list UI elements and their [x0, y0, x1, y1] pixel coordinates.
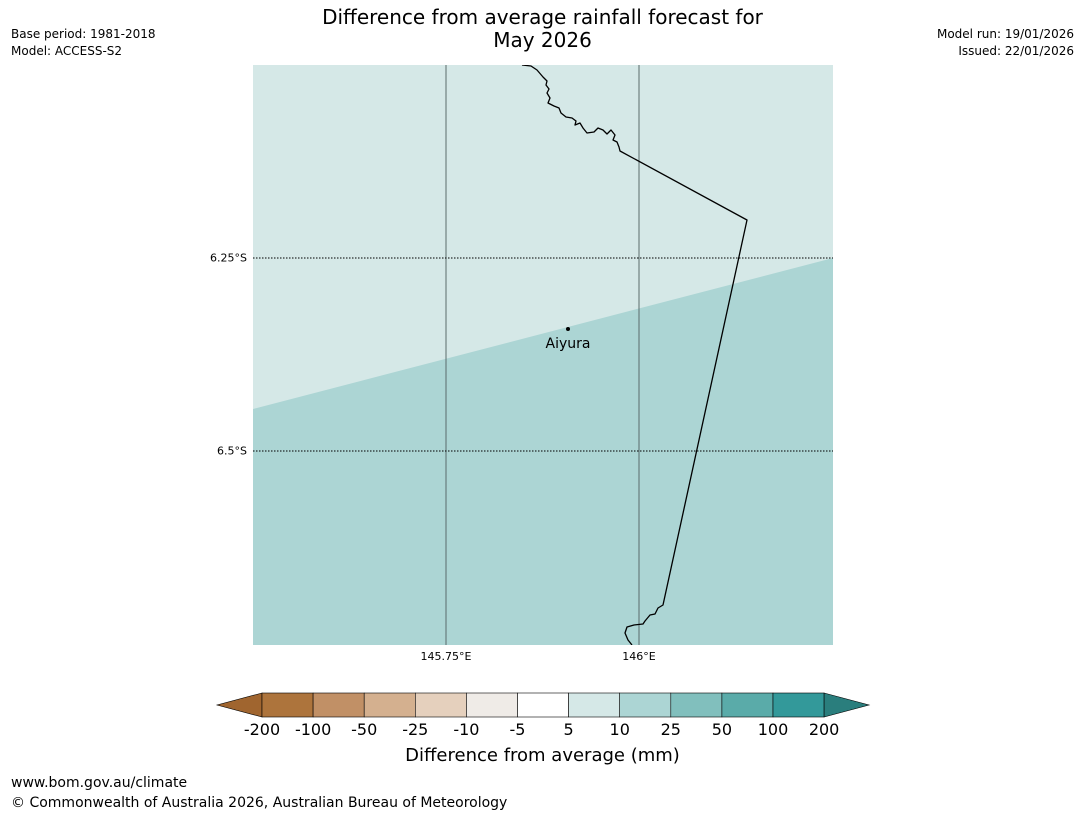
colorbar-segment [312, 692, 365, 718]
base-period: Base period: 1981-2018 [11, 27, 156, 41]
colorbar-tick-label: 200 [808, 720, 840, 739]
town-label: Aiyura [545, 336, 591, 352]
colorbar-tick-label: 25 [660, 720, 681, 739]
chart-title: Difference from average rainfall forecas… [0, 6, 1085, 52]
colorbar-segment [261, 692, 314, 718]
colorbar-tick-label: 10 [609, 720, 630, 739]
colorbar-segment [363, 692, 416, 718]
lat-tick-label: 6.5°S [217, 444, 247, 458]
colorbar-tick-label: 50 [711, 720, 733, 739]
zone-dark [253, 258, 833, 645]
map-svg [253, 65, 833, 645]
title-line-1: Difference from average rainfall forecas… [322, 5, 763, 29]
footer-url[interactable]: www.bom.gov.au/climate [11, 775, 188, 791]
colorbar-tick-label: -50 [351, 720, 378, 739]
model-run: Model run: 19/01/2026 [936, 27, 1074, 41]
lon-tick-label: 145.75°E [420, 650, 472, 663]
colorbar-tick-label: 5 [563, 720, 574, 739]
meta-right: Model run: 19/01/2026 Issued: 22/01/2026 [937, 26, 1074, 60]
colorbar-segment [517, 692, 569, 718]
colorbar-tick-label: -10 [453, 720, 480, 739]
colorbar-extend-high [823, 692, 871, 718]
colorbar-tick-label: -5 [509, 720, 526, 739]
colorbar-segment [721, 692, 774, 718]
colorbar-svg [215, 692, 871, 718]
town-marker[interactable] [566, 327, 570, 331]
colorbar-extend-low [215, 692, 263, 718]
colorbar-tick-label: -25 [402, 720, 429, 739]
colorbar-segment [619, 692, 672, 718]
lat-tick-label: 6.25°S [210, 251, 247, 265]
colorbar-label: Difference from average (mm) [405, 745, 680, 766]
footer-copyright: © Commonwealth of Australia 2026, Austra… [11, 795, 508, 811]
coastline-border [521, 65, 748, 645]
title-line-2: May 2026 [493, 28, 592, 52]
issued-date: Issued: 22/01/2026 [958, 44, 1074, 58]
colorbar-tick-label: -100 [294, 720, 332, 739]
colorbar-segment [568, 692, 621, 718]
colorbar-segment [772, 692, 825, 718]
lon-tick-label: 146°E [622, 650, 656, 663]
map-panel[interactable] [253, 65, 833, 645]
colorbar [215, 692, 871, 724]
colorbar-segment [415, 692, 467, 718]
colorbar-tick-label: 100 [757, 720, 789, 739]
model-name: Model: ACCESS-S2 [11, 44, 123, 58]
colorbar-tick-label: -200 [243, 720, 281, 739]
colorbar-segment [466, 692, 518, 718]
meta-left: Base period: 1981-2018 Model: ACCESS-S2 [11, 26, 156, 60]
colorbar-segment [670, 692, 723, 718]
